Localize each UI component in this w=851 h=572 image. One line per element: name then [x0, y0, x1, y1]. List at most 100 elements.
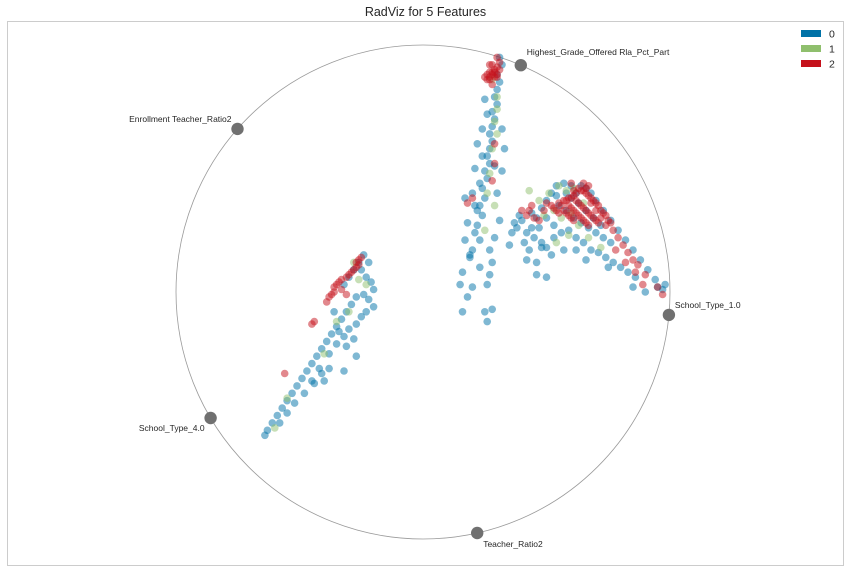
legend-label-2: 2 — [829, 59, 835, 71]
anchor-point-2 — [471, 526, 484, 540]
point-series-0-43 — [483, 317, 492, 326]
point-series-2-88 — [639, 280, 647, 289]
point-series-1-17 — [574, 221, 583, 230]
point-series-0-117 — [508, 228, 516, 237]
point-series-0-131 — [532, 270, 541, 279]
point-series-0-130 — [522, 256, 531, 264]
point-series-2-13 — [485, 61, 494, 69]
point-series-0-169 — [369, 285, 378, 294]
point-series-0-163 — [357, 312, 366, 321]
point-series-0-120 — [505, 241, 514, 249]
point-series-2-78 — [602, 221, 610, 230]
point-series-2-96 — [555, 209, 563, 217]
point-series-0-91 — [579, 238, 588, 247]
point-series-1-2 — [493, 130, 501, 138]
point-series-1-6 — [490, 201, 499, 210]
point-series-0-94 — [602, 253, 610, 262]
point-series-0-133 — [510, 219, 519, 227]
point-series-0-56 — [488, 258, 497, 267]
point-series-0-31 — [471, 164, 479, 173]
point-series-0-58 — [476, 263, 484, 272]
point-series-2-24 — [490, 159, 499, 168]
point-series-0-167 — [332, 340, 341, 348]
point-series-2-22 — [463, 199, 472, 207]
point-series-0-92 — [587, 246, 595, 254]
point-series-0-138 — [552, 191, 561, 200]
point-series-2-102 — [540, 206, 548, 215]
point-series-0-50 — [498, 125, 506, 133]
point-series-0-104 — [592, 228, 600, 237]
point-series-2-125 — [337, 285, 346, 294]
point-series-0-39 — [456, 280, 464, 289]
legend-swatch-0 — [801, 30, 821, 37]
anchor-label-1: School_Type_1.0 — [675, 300, 741, 310]
point-series-0-179 — [340, 367, 348, 375]
point-series-0-46 — [488, 305, 497, 314]
point-series-0-144 — [327, 330, 336, 338]
point-series-1-9 — [493, 105, 501, 113]
point-series-0-158 — [261, 431, 269, 440]
point-series-0-32 — [476, 179, 484, 188]
point-series-0-90 — [572, 233, 580, 242]
point-series-0-54 — [495, 216, 504, 225]
point-series-1-4 — [485, 169, 494, 178]
legend-label-1: 1 — [829, 44, 835, 56]
point-series-0-26 — [481, 95, 489, 104]
point-series-0-42 — [481, 308, 489, 316]
point-series-0-10 — [485, 130, 494, 138]
point-series-0-22 — [471, 228, 479, 237]
point-series-0-27 — [483, 110, 492, 118]
point-series-0-171 — [362, 273, 371, 282]
series-1 — [271, 75, 605, 432]
anchor-point-0 — [514, 58, 527, 72]
point-series-1-30 — [362, 280, 371, 289]
anchor-point-1 — [662, 308, 676, 322]
point-series-1-10 — [545, 189, 553, 197]
point-series-2-82 — [624, 248, 632, 257]
point-series-2-84 — [634, 261, 642, 269]
point-series-1-1 — [490, 117, 499, 126]
legend-label-0: 0 — [829, 29, 835, 41]
point-series-0-35 — [463, 219, 472, 227]
point-series-0-4 — [493, 85, 501, 94]
point-series-0-129 — [641, 288, 650, 296]
point-series-0-41 — [463, 293, 472, 301]
point-series-0-125 — [572, 246, 580, 254]
point-series-0-192 — [342, 342, 351, 351]
point-series-0-165 — [345, 325, 353, 333]
point-series-0-51 — [500, 144, 509, 153]
point-series-2-87 — [658, 290, 667, 299]
point-series-0-52 — [498, 167, 506, 175]
point-series-2-19 — [485, 73, 494, 81]
unit-circle — [175, 44, 671, 540]
point-series-0-96 — [616, 263, 625, 272]
point-series-0-164 — [352, 320, 361, 328]
point-series-0-21 — [473, 221, 482, 230]
point-series-0-23 — [476, 236, 484, 244]
axes-frame — [7, 21, 844, 566]
point-series-2-21 — [488, 177, 497, 185]
point-series-2-90 — [621, 258, 630, 267]
point-series-0-118 — [520, 238, 529, 247]
point-series-1-26 — [345, 308, 353, 316]
point-series-0-37 — [466, 251, 474, 259]
anchor-label-4: Enrollment Teacher_Ratio2 — [129, 114, 232, 124]
point-series-0-152 — [288, 389, 296, 398]
point-series-0-53 — [493, 189, 501, 197]
point-series-2-91 — [611, 246, 620, 254]
point-series-0-119 — [525, 246, 533, 254]
point-series-0-149 — [303, 367, 311, 375]
point-series-1-12 — [562, 186, 571, 195]
point-series-0-189 — [330, 308, 338, 316]
point-series-0-97 — [624, 268, 632, 277]
point-series-0-161 — [369, 303, 378, 311]
point-series-2-73 — [564, 194, 573, 202]
point-series-2-101 — [518, 206, 526, 215]
point-series-2-86 — [653, 283, 662, 291]
point-series-0-166 — [340, 332, 348, 341]
point-series-0-124 — [560, 246, 568, 254]
point-series-1-31 — [332, 317, 341, 326]
point-series-2-99 — [527, 201, 536, 210]
point-series-2-79 — [609, 226, 617, 235]
